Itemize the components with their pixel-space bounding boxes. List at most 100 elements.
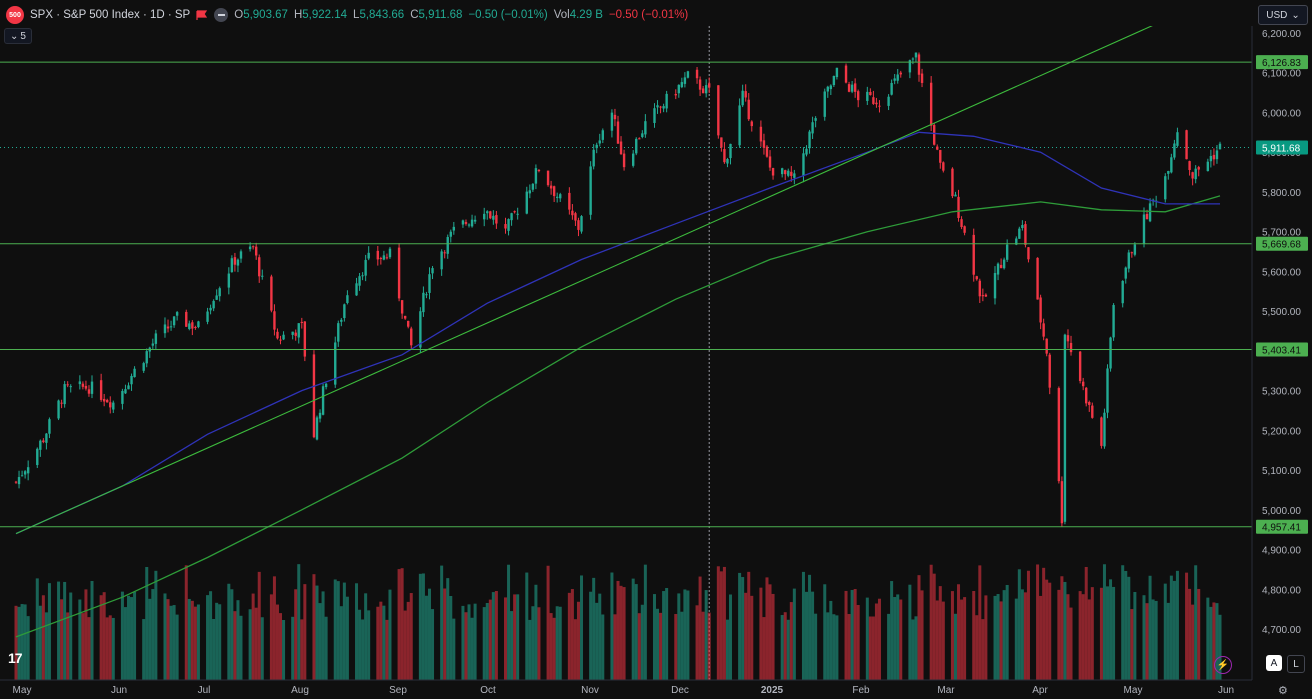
candle[interactable] xyxy=(698,76,702,96)
candle[interactable] xyxy=(1209,149,1213,168)
candle[interactable] xyxy=(960,216,963,230)
candle[interactable] xyxy=(251,245,255,250)
candle[interactable] xyxy=(720,137,723,152)
candle[interactable] xyxy=(1045,338,1048,357)
candle[interactable] xyxy=(486,210,489,220)
candle[interactable] xyxy=(1060,476,1064,527)
candle[interactable] xyxy=(197,320,200,329)
candle[interactable] xyxy=(382,250,386,261)
candle[interactable] xyxy=(403,315,407,320)
candle[interactable] xyxy=(154,329,158,349)
candle[interactable] xyxy=(1148,198,1152,223)
candle[interactable] xyxy=(644,114,647,138)
candle[interactable] xyxy=(1027,247,1030,263)
candle[interactable] xyxy=(446,234,449,259)
candle[interactable] xyxy=(1048,352,1051,395)
candle[interactable] xyxy=(1212,148,1216,166)
candle[interactable] xyxy=(853,78,857,98)
candle[interactable] xyxy=(1176,127,1179,148)
candle[interactable] xyxy=(695,67,699,84)
candle[interactable] xyxy=(175,310,179,321)
candle[interactable] xyxy=(686,70,690,79)
candle[interactable] xyxy=(1124,266,1127,284)
candle[interactable] xyxy=(1100,416,1103,449)
candle[interactable] xyxy=(1112,303,1115,341)
candle[interactable] xyxy=(45,433,48,450)
candle[interactable] xyxy=(555,192,559,203)
candle[interactable] xyxy=(233,252,237,272)
candle[interactable] xyxy=(826,85,829,98)
candle[interactable] xyxy=(467,223,471,228)
candle[interactable] xyxy=(571,204,574,220)
candle[interactable] xyxy=(869,88,872,96)
candle[interactable] xyxy=(908,59,912,79)
candle[interactable] xyxy=(780,167,784,178)
candle[interactable] xyxy=(279,335,282,345)
candle[interactable] xyxy=(1191,171,1194,186)
candle[interactable] xyxy=(324,382,328,390)
candle[interactable] xyxy=(546,170,550,187)
candle[interactable] xyxy=(1170,153,1173,174)
candle[interactable] xyxy=(483,207,486,227)
candle[interactable] xyxy=(552,185,556,202)
candle[interactable] xyxy=(951,167,954,199)
candle[interactable] xyxy=(428,267,431,300)
candle[interactable] xyxy=(230,255,234,273)
candle[interactable] xyxy=(802,147,805,183)
candle[interactable] xyxy=(1069,335,1073,356)
candle[interactable] xyxy=(385,253,389,260)
candle[interactable] xyxy=(261,269,264,280)
candle[interactable] xyxy=(191,320,194,336)
candle[interactable] xyxy=(17,470,21,489)
candle[interactable] xyxy=(294,329,297,341)
candle[interactable] xyxy=(896,68,899,84)
candle[interactable] xyxy=(291,331,294,340)
candle[interactable] xyxy=(1218,141,1222,150)
candle[interactable] xyxy=(151,338,155,349)
candle[interactable] xyxy=(206,307,209,325)
symbol-badge[interactable]: 500 xyxy=(6,6,24,24)
candle[interactable] xyxy=(66,381,69,388)
candle[interactable] xyxy=(1164,173,1167,203)
candle[interactable] xyxy=(109,396,112,414)
candle[interactable] xyxy=(504,217,507,234)
candle[interactable] xyxy=(188,320,191,331)
candle[interactable] xyxy=(920,68,924,88)
candle[interactable] xyxy=(872,90,875,105)
candle[interactable] xyxy=(510,212,513,226)
candle[interactable] xyxy=(513,210,516,214)
candle[interactable] xyxy=(99,373,103,402)
candle[interactable] xyxy=(495,210,498,229)
candle[interactable] xyxy=(996,262,1000,281)
candle[interactable] xyxy=(887,94,890,111)
candle[interactable] xyxy=(1066,329,1070,349)
candle[interactable] xyxy=(577,217,580,237)
candle[interactable] xyxy=(1185,129,1188,160)
candle[interactable] xyxy=(641,130,644,139)
bolt-icon[interactable]: ⚡ xyxy=(1214,656,1232,674)
candle[interactable] xyxy=(60,399,63,409)
candle[interactable] xyxy=(297,323,300,344)
candle[interactable] xyxy=(1142,207,1146,248)
candle[interactable] xyxy=(492,210,495,225)
candle[interactable] xyxy=(431,265,434,280)
candle[interactable] xyxy=(1194,165,1197,184)
candle[interactable] xyxy=(300,317,303,329)
currency-select[interactable]: USD ⌄ xyxy=(1258,5,1308,25)
candle[interactable] xyxy=(1081,377,1085,391)
candle[interactable] xyxy=(723,142,726,164)
candle[interactable] xyxy=(78,375,82,390)
candle[interactable] xyxy=(318,409,322,423)
symbol-title[interactable]: SPX · S&P 500 Index · 1D · SP xyxy=(30,9,191,21)
candle[interactable] xyxy=(209,304,212,315)
candle[interactable] xyxy=(790,166,793,182)
candle[interactable] xyxy=(464,219,468,226)
candle[interactable] xyxy=(440,249,443,276)
candle[interactable] xyxy=(1085,386,1088,407)
candle[interactable] xyxy=(1103,408,1106,449)
candle[interactable] xyxy=(410,326,413,349)
candle[interactable] xyxy=(81,381,85,390)
candle[interactable] xyxy=(765,145,769,158)
candle[interactable] xyxy=(452,221,456,235)
candle[interactable] xyxy=(811,116,814,139)
